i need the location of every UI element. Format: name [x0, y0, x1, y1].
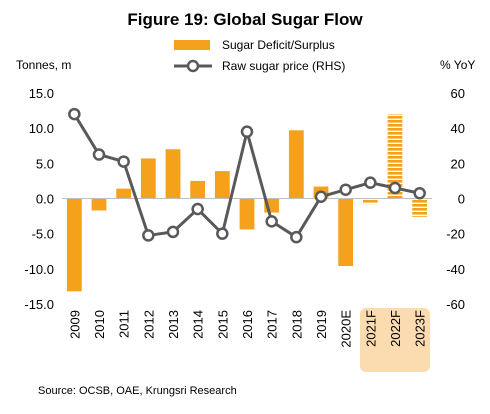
price-point-2015 — [216, 227, 229, 240]
bar-2020E — [338, 198, 354, 267]
bar-2018 — [288, 130, 304, 199]
source-note: Source: OCSB, OAE, Krungsri Research — [38, 385, 237, 397]
right-tick-label: 20 — [451, 156, 465, 171]
x-tick-label: 2023F — [413, 310, 428, 347]
bar-2011 — [116, 188, 132, 199]
price-point-2009 — [68, 107, 81, 121]
left-tick-label: 0.0 — [36, 192, 54, 207]
left-axis-unit: Tonnes, m — [16, 58, 72, 72]
price-point-2019 — [314, 190, 328, 203]
left-tick-label: 10.0 — [29, 121, 54, 136]
bar-2014 — [190, 180, 206, 199]
left-tick-label: 5.0 — [36, 156, 54, 171]
x-tick-label: 2009 — [67, 310, 82, 339]
price-point-2012 — [142, 229, 155, 242]
bar-2023F — [412, 198, 428, 217]
price-point-2011 — [117, 155, 130, 168]
price-point-2021F — [364, 176, 377, 189]
bar-2021F — [362, 198, 378, 205]
legend-item-line: Raw sugar price (RHS) — [174, 59, 345, 73]
right-tick-label: 60 — [451, 86, 465, 101]
x-tick-label: 2017 — [265, 310, 280, 339]
right-tick-label: 40 — [451, 121, 465, 136]
left-tick-label: -5.0 — [32, 227, 54, 242]
legend-bar-swatch — [174, 40, 210, 50]
price-point-2016 — [240, 125, 254, 138]
left-tick-label: 15.0 — [29, 86, 54, 101]
x-tick-label: 2016 — [240, 310, 255, 339]
price-point-2014 — [191, 202, 204, 216]
right-axis-unit: % YoY — [440, 58, 476, 72]
left-tick-label: -15.0 — [24, 297, 54, 312]
bar-2013 — [165, 149, 181, 199]
forecast-highlight — [360, 308, 430, 372]
price-point-2010 — [92, 148, 106, 161]
x-tick-label: 2022F — [388, 310, 403, 347]
right-tick-label: -40 — [446, 262, 465, 277]
bar-2009 — [66, 198, 82, 292]
x-tick-label: 2011 — [117, 310, 132, 338]
right-tick-label: -20 — [446, 227, 465, 242]
x-tick-label: 2012 — [141, 310, 156, 339]
price-point-2013 — [166, 225, 180, 239]
legend-label-bars: Sugar Deficit/Surplus — [222, 38, 335, 52]
right-tick-label: 0 — [458, 192, 465, 207]
price-point-2018 — [290, 230, 303, 244]
price-point-2017 — [265, 215, 278, 228]
bar-2015 — [214, 171, 230, 199]
bar-2016 — [239, 198, 255, 230]
left-tick-label: -10.0 — [24, 262, 54, 277]
x-tick-label: 2010 — [92, 310, 107, 339]
bar-2012 — [140, 158, 156, 199]
legend-line-swatch — [174, 59, 212, 73]
x-tick-label: 2020E — [339, 310, 354, 348]
x-tick-label: 2018 — [289, 310, 304, 339]
x-tick-label: 2019 — [314, 310, 329, 339]
legend-item-bars: Sugar Deficit/Surplus — [174, 38, 335, 52]
bar-2010 — [91, 198, 107, 211]
x-tick-label: 2014 — [191, 310, 206, 339]
right-tick-label: -60 — [446, 297, 465, 312]
x-tick-label: 2013 — [166, 310, 181, 339]
price-point-2022F — [388, 181, 402, 195]
price-point-2023F — [413, 186, 426, 200]
price-point-2020E — [339, 183, 352, 196]
chart-title: Figure 19: Global Sugar Flow — [127, 10, 363, 29]
legend-label-line: Raw sugar price (RHS) — [222, 59, 346, 73]
x-tick-label: 2021F — [363, 310, 378, 347]
x-tick-label: 2015 — [215, 310, 230, 339]
bar-2022F — [387, 114, 403, 199]
